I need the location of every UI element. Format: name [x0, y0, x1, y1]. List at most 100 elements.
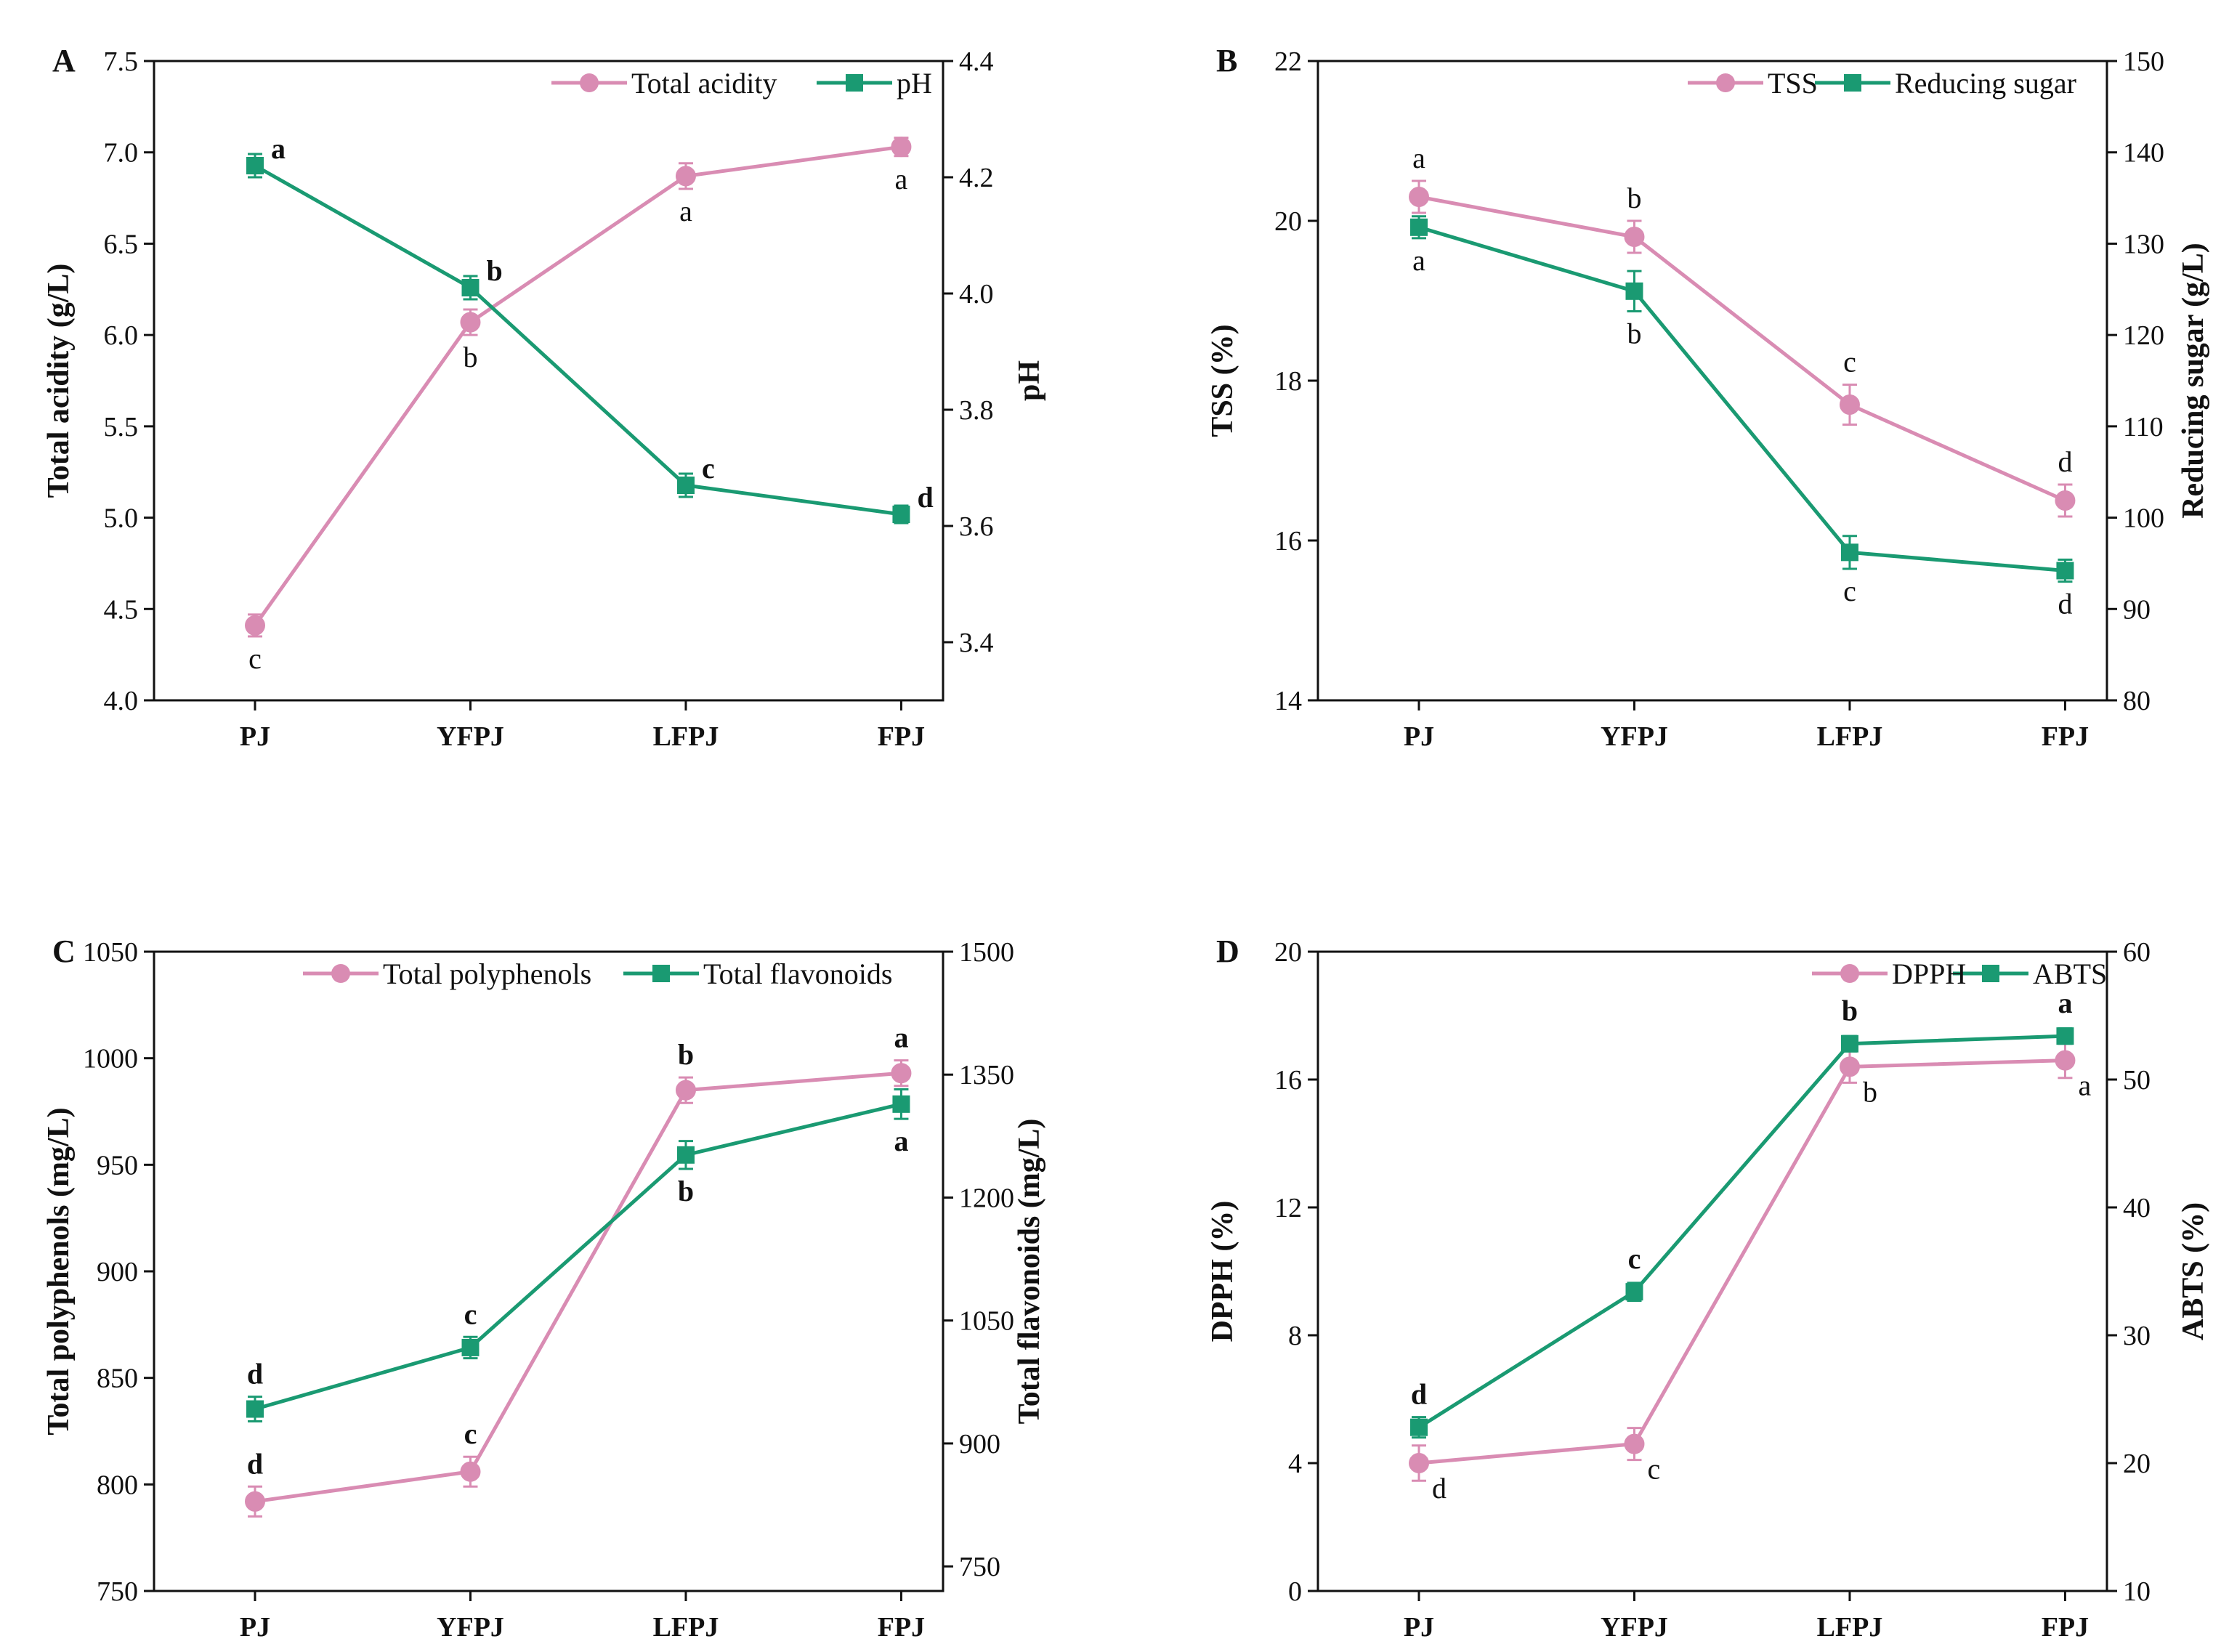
right-tick-label: 80 — [2123, 686, 2151, 716]
legend-marker — [1844, 74, 1861, 92]
right-axis-title: ABTS (%) — [2177, 1202, 2210, 1340]
panel-letter: C — [52, 934, 76, 969]
legend: ABTS DPPH — [1812, 957, 2107, 990]
left-tick-label: 18 — [1274, 366, 1302, 397]
x-tick-label: YFPJ — [437, 721, 504, 752]
right-tick-label: 3.8 — [959, 395, 994, 426]
x-tick-label: YFPJ — [1601, 721, 1668, 752]
legend-label: TSS — [1768, 67, 1818, 100]
data-point — [676, 477, 695, 494]
series-total-polyphenols: d c b a — [245, 1021, 912, 1518]
panel-letter: A — [52, 43, 76, 78]
x-tick-label: PJ — [240, 721, 270, 752]
x-tick-label: YFPJ — [437, 1612, 504, 1643]
right-tick-label: 1200 — [959, 1183, 1014, 1213]
legend-marker — [1840, 964, 1859, 983]
data-point — [461, 279, 480, 296]
right-tick-label: 750 — [959, 1552, 1000, 1582]
legend-label: Total flavonoids — [703, 957, 893, 990]
right-tick-label: 50 — [2123, 1065, 2151, 1096]
left-tick-label: 20 — [1274, 206, 1302, 237]
legend-label: Total acidity — [631, 67, 777, 100]
right-tick-label: 130 — [2123, 229, 2164, 259]
x-tick-label: YFPJ — [1601, 1612, 1668, 1643]
significance-label: b — [678, 1175, 694, 1207]
x-tick-label: LFPJ — [653, 1612, 719, 1643]
significance-label: b — [1842, 995, 1858, 1027]
significance-label: c — [1628, 1242, 1641, 1275]
right-tick-label: 1050 — [959, 1306, 1014, 1337]
x-tick-label: FPJ — [2042, 721, 2089, 752]
plot-frame — [1316, 60, 2108, 702]
significance-label: b — [486, 254, 502, 287]
series-line — [1418, 225, 2066, 572]
data-point — [676, 1146, 695, 1164]
left-axis-title: TSS (%) — [1206, 324, 1239, 437]
data-point — [1409, 187, 1430, 207]
left-tick-label: 1050 — [83, 937, 138, 968]
right-tick-label: 10 — [2123, 1576, 2151, 1607]
left-tick-label: 5.5 — [104, 412, 139, 442]
data-point — [1624, 227, 1645, 247]
left-axis-title: DPPH (%) — [1206, 1201, 1239, 1343]
left-axis-title: Total polyphenols (mg/L) — [42, 1107, 76, 1435]
significance-label: c — [702, 452, 715, 485]
x-tick-label: LFPJ — [1817, 721, 1883, 752]
significance-label: b — [463, 341, 477, 373]
legend: Reducing sugar TSS — [1688, 67, 2076, 100]
right-tick-label: 30 — [2123, 1321, 2151, 1351]
data-point — [1410, 218, 1428, 236]
data-point — [1625, 1283, 1643, 1301]
x-tick-label: FPJ — [878, 721, 925, 752]
data-point — [2056, 562, 2074, 580]
data-point — [246, 157, 264, 174]
right-tick-label: 3.6 — [959, 511, 994, 542]
series-total-flavonoids: d c b a — [246, 1088, 910, 1422]
legend-marker — [1982, 965, 1999, 982]
legend-marker — [652, 965, 670, 982]
plot-frame — [153, 60, 944, 702]
plot-frame — [153, 950, 944, 1592]
data-point — [460, 1461, 481, 1482]
left-tick-label: 14 — [1274, 686, 1302, 716]
left-tick-label: 16 — [1274, 1065, 1302, 1096]
significance-label: a — [1412, 142, 1425, 174]
series-line — [254, 1071, 902, 1504]
significance-label: c — [1843, 575, 1856, 607]
left-tick-label: 4.0 — [104, 686, 139, 716]
series-line — [1417, 1034, 2066, 1429]
right-tick-label: 3.4 — [959, 628, 994, 658]
significance-label: a — [679, 195, 692, 227]
data-point — [1840, 543, 1858, 562]
legend-label: Reducing sugar — [1895, 67, 2076, 100]
legend-marker — [1716, 73, 1735, 92]
significance-label: d — [247, 1447, 263, 1480]
left-tick-label: 4 — [1288, 1449, 1302, 1479]
series-tss: a b c d — [1409, 142, 2076, 518]
right-tick-label: 40 — [2123, 1193, 2151, 1223]
series-dpph: d c b a — [1409, 1041, 2091, 1505]
legend-label: DPPH — [1892, 957, 1966, 990]
right-tick-label: 140 — [2123, 138, 2164, 169]
legend-marker — [331, 964, 350, 983]
legend-label: pH — [897, 67, 932, 100]
left-tick-label: 4.5 — [104, 594, 139, 625]
data-point — [1839, 394, 1860, 415]
left-tick-label: 900 — [97, 1257, 138, 1287]
left-tick-label: 850 — [97, 1364, 138, 1394]
left-tick-label: 950 — [97, 1150, 138, 1181]
data-point — [1840, 1034, 1858, 1053]
significance-label: a — [894, 1021, 908, 1054]
data-point — [892, 506, 910, 523]
panel-d: D 0 4 8 12 16 20 10 20 30 40 50 60 PJ YFPJ LFPJ FPJ DPPH … — [1206, 934, 2210, 1643]
data-point — [245, 1491, 266, 1512]
right-tick-label: 20 — [2123, 1449, 2151, 1479]
series-line — [254, 1102, 902, 1411]
right-tick-label: 4.4 — [959, 46, 994, 77]
significance-label: a — [1412, 244, 1425, 277]
right-tick-label: 110 — [2123, 412, 2164, 442]
data-point — [1624, 1433, 1645, 1454]
series-ph: a b c d — [246, 132, 934, 525]
left-tick-label: 8 — [1288, 1321, 1302, 1351]
data-point — [1839, 1056, 1860, 1077]
